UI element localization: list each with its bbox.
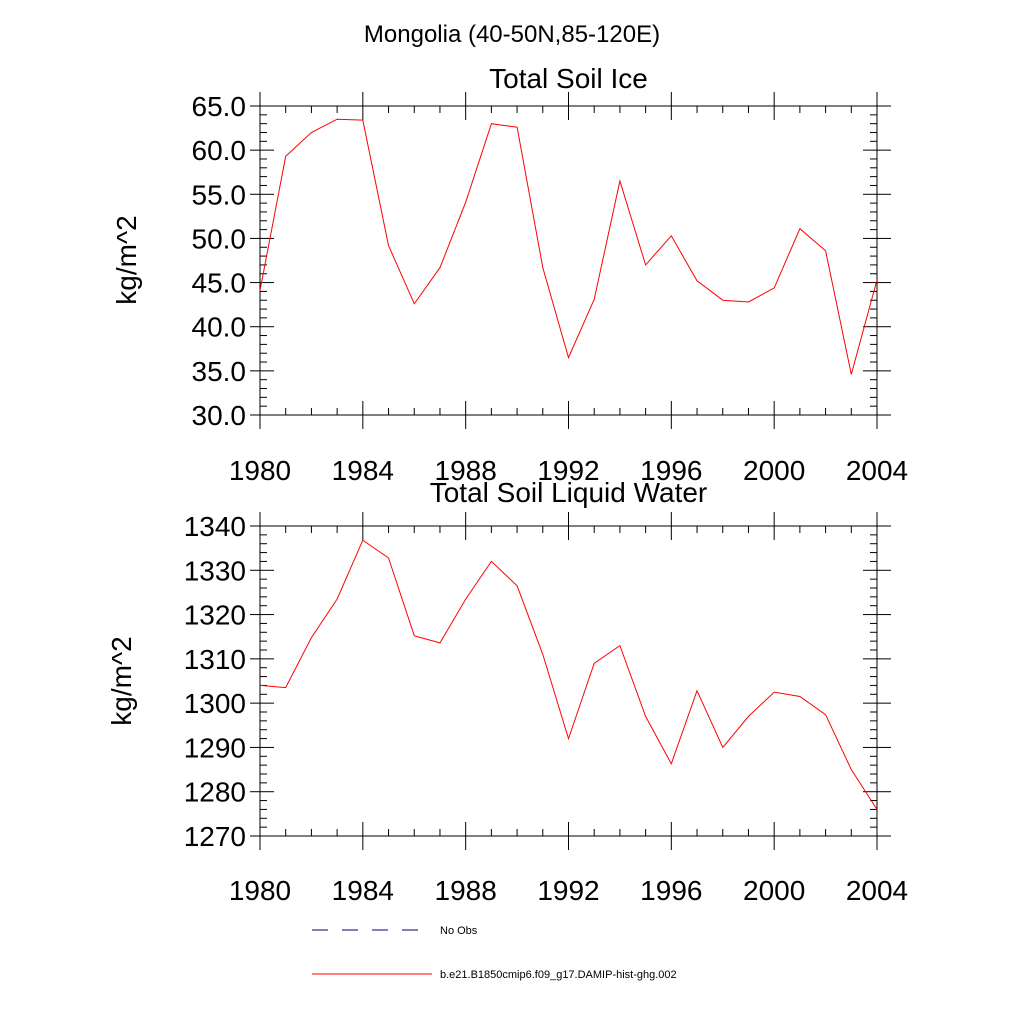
chart-title: Total Soil Liquid Water [430,477,708,508]
series-line [259,118,878,375]
y-tick-label: 45.0 [192,268,247,299]
x-tick-label: 1988 [435,455,497,486]
legend-label-model: b.e21.B1850cmip6.f09_g17.DAMIP-hist-ghg.… [440,969,677,981]
legend-label-no-obs: No Obs [440,925,478,937]
legend-entry-no-obs: No Obs [312,925,478,937]
y-tick-label: 1340 [184,511,246,542]
x-tick-label: 2000 [743,875,805,906]
y-tick-label: 30.0 [192,400,247,431]
x-tick-label: 1996 [640,875,702,906]
series-line [259,539,878,810]
x-tick-label: 1984 [332,455,394,486]
y-tick-label: 1270 [184,821,246,852]
x-tick-label: 2000 [743,455,805,486]
y-tick-label: 50.0 [192,223,247,254]
plot-frame [259,525,878,837]
x-tick-label: 1992 [537,875,599,906]
y-tick-label: 1290 [184,732,246,763]
y-tick-label: 1330 [184,555,246,586]
x-tick-label: 1988 [435,875,497,906]
chart-panel-soil-ice: Total Soil Ice kg/m^2 1980 1984 1988 1992 1996… [111,63,908,486]
y-tick-label: 35.0 [192,356,247,387]
plot-frame [259,105,878,416]
x-tick-label: 1984 [332,875,394,906]
y-tick-label: 1320 [184,600,246,631]
y-tick-label: 60.0 [192,135,247,166]
chart-panel-soil-liquid-water: Total Soil Liquid Water kg/m^2 1980 1984 198… [106,477,908,906]
y-tick-label: 55.0 [192,179,247,210]
y-tick-label: 40.0 [192,312,247,343]
legend: No Obs b.e21.B1850cmip6.f09_g17.DAMIP-hi… [312,925,677,981]
x-tick-label: 1996 [640,455,702,486]
main-title: Mongolia (40-50N,85-120E) [364,21,660,48]
y-tick-label: 1300 [184,688,246,719]
legend-entry-model: b.e21.B1850cmip6.f09_g17.DAMIP-hist-ghg.… [312,969,677,981]
x-tick-label: 1980 [229,875,291,906]
x-tick-label: 1980 [229,455,291,486]
y-axis-label: kg/m^2 [111,215,142,304]
x-tick-label: 2004 [846,875,908,906]
y-tick-label: 65.0 [192,91,247,122]
x-tick-label: 2004 [846,455,908,486]
y-tick-label: 1280 [184,777,246,808]
y-axis-label: kg/m^2 [106,636,137,725]
chart-title: Total Soil Ice [489,63,648,94]
y-tick-label: 1310 [184,644,246,675]
x-tick-label: 1992 [537,455,599,486]
